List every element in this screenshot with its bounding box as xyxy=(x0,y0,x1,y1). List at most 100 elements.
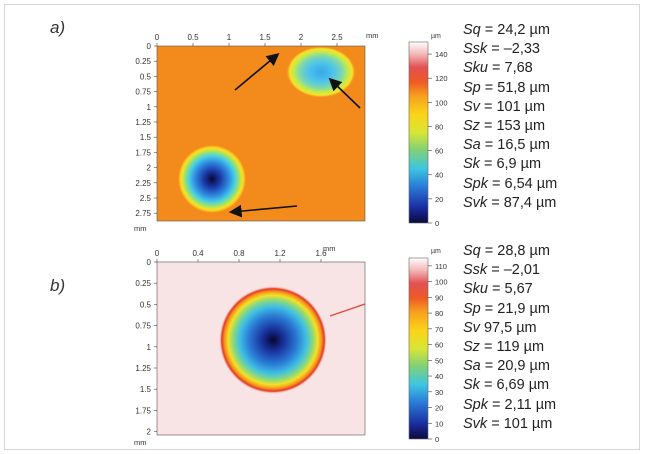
x-tick-label: 2 xyxy=(299,33,304,42)
colorbar-tick-label: 60 xyxy=(435,341,443,350)
stat-row: Sa = 16,5 µm xyxy=(463,136,557,155)
panel-b-pit xyxy=(219,286,327,394)
y-tick-label: 0 xyxy=(147,258,152,267)
figure-frame xyxy=(4,4,640,450)
stat-row: Spk = 6,54 µm xyxy=(463,175,557,194)
stat-name: Spk xyxy=(463,396,488,413)
stat-value: = 119 µm xyxy=(483,338,545,355)
colorbar-tick-label: 60 xyxy=(435,147,443,156)
stat-row: Sz = 153 µm xyxy=(463,117,557,136)
panel-a-y-unit: mm xyxy=(134,224,147,233)
stat-name: Sv xyxy=(463,98,480,115)
colorbar-tick-label: 20 xyxy=(435,195,443,204)
panel-a-stats: Sq = 24,2 µm Ssk = –2,33 Sku = 7,68 Sp =… xyxy=(463,21,557,213)
x-tick-label: 0.5 xyxy=(187,33,199,42)
y-tick-label: 0.5 xyxy=(140,300,152,309)
colorbar-tick-label: 70 xyxy=(435,325,443,334)
colorbar-tick-label: 80 xyxy=(435,122,443,131)
y-tick-label: 1 xyxy=(147,343,152,352)
colorbar-tick-label: 120 xyxy=(435,74,448,83)
stat-name: Sz xyxy=(463,338,480,355)
stat-name: Sq xyxy=(463,22,481,38)
x-tick-label: 1.2 xyxy=(274,249,286,258)
panel-b-label: b) xyxy=(50,276,66,295)
colorbar-tick-label: 0 xyxy=(435,219,439,228)
stat-value: = 153 µm xyxy=(483,117,546,134)
panel-b-colorbar xyxy=(408,257,429,440)
stat-value: = –2,33 xyxy=(491,41,540,58)
x-tick-label: 0 xyxy=(155,33,160,42)
x-tick-label: 1.5 xyxy=(259,33,271,42)
panel-a-label: a) xyxy=(50,18,66,37)
y-tick-label: 2.5 xyxy=(140,194,152,203)
stat-name: Ssk xyxy=(463,41,488,58)
stat-row: Sk = 6,9 µm xyxy=(463,155,557,174)
panel-b-y-unit: mm xyxy=(134,438,147,447)
y-tick-label: 2 xyxy=(147,428,152,437)
colorbar-tick-label: 140 xyxy=(435,50,448,59)
panel-a-colorbar xyxy=(408,41,429,224)
stat-value: = 16,5 µm xyxy=(484,137,550,154)
y-tick-label: 1.75 xyxy=(135,406,151,415)
x-tick-label: 2.5 xyxy=(331,33,343,42)
stat-value: 97,5 µm xyxy=(483,319,537,336)
stat-row: Sv 97,5 µm xyxy=(463,319,556,338)
colorbar-tick-label: 110 xyxy=(435,262,447,271)
stat-name: Ssk xyxy=(463,262,488,279)
stat-name: Sq xyxy=(463,243,481,259)
colorbar-tick-label: 40 xyxy=(435,372,443,381)
stat-value: = 101 µm xyxy=(491,415,553,432)
stat-value: = 87,4 µm xyxy=(491,194,557,211)
colorbar-tick-label: 30 xyxy=(435,388,443,397)
panel-b-y-ticks: 0 0.25 0.5 0.75 1 1.25 1.5 1.75 2 xyxy=(135,258,157,437)
y-tick-label: 2 xyxy=(147,164,152,173)
stat-row: Sv = 101 µm xyxy=(463,98,557,117)
colorbar-tick-label: 50 xyxy=(435,356,443,365)
stat-row: Sp = 21,9 µm xyxy=(463,300,556,319)
stat-value: = 51,8 µm xyxy=(484,79,550,96)
x-tick-label: 0.4 xyxy=(192,249,204,258)
stat-name: Sv xyxy=(463,319,480,336)
panel-a-pit-top-right xyxy=(286,46,356,98)
stat-row: Svk = 101 µm xyxy=(463,415,556,434)
panel-b-stats: Sq = 28,8 µm Ssk = –2,01 Sku = 5,67 Sp =… xyxy=(463,242,556,434)
stat-value: = 6,54 µm xyxy=(492,175,558,192)
stat-row: Ssk = –2,33 xyxy=(463,40,557,59)
x-tick-label: 1 xyxy=(227,33,232,42)
panel-a-x-unit: mm xyxy=(366,31,379,40)
colorbar-tick-label: 0 xyxy=(435,435,439,444)
stat-row: Sq = 28,8 µm xyxy=(463,242,556,261)
y-tick-label: 0.5 xyxy=(140,72,152,81)
panel-b-colorbar-unit: µm xyxy=(431,248,441,255)
stat-value: = 7,68 xyxy=(492,60,533,77)
colorbar-tick-label: 20 xyxy=(435,404,443,413)
y-tick-label: 1.5 xyxy=(140,133,152,142)
panel-a-y-ticks: 0 0.25 0.5 0.75 1 1.25 1.5 1.75 2 2.25 2.5 2.75 xyxy=(135,42,157,218)
colorbar-tick-label: 100 xyxy=(435,98,448,107)
stat-name: Sk xyxy=(463,377,480,394)
panel-a-arrow-top xyxy=(234,52,280,91)
colorbar-tick-label: 80 xyxy=(435,309,443,318)
stat-name: Sz xyxy=(463,117,480,134)
y-tick-label: 1 xyxy=(147,103,152,112)
panel-a-colorbar-ticks: 140 120 100 80 60 40 20 0 xyxy=(428,50,448,228)
colorbar-tick-label: 40 xyxy=(435,171,443,180)
stat-row: Spk = 2,11 µm xyxy=(463,396,556,415)
y-tick-label: 1.25 xyxy=(135,364,151,373)
stat-value: = 2,11 µm xyxy=(492,396,557,413)
stat-name: Spk xyxy=(463,175,488,192)
stat-row: Sku = 7,68 xyxy=(463,59,557,78)
stat-row: Sa = 20,9 µm xyxy=(463,357,556,376)
stat-row: Ssk = –2,01 xyxy=(463,261,556,280)
stat-value: = 5,67 xyxy=(492,281,533,298)
x-tick-label: 0 xyxy=(155,249,160,258)
stat-name: Sp xyxy=(463,79,481,96)
stat-row: Svk = 87,4 µm xyxy=(463,194,557,213)
y-tick-label: 0.25 xyxy=(135,57,151,66)
colorbar-tick-label: 100 xyxy=(435,278,448,287)
stat-value: = 24,2 µm xyxy=(484,22,550,38)
y-tick-label: 1.75 xyxy=(135,148,151,157)
panel-a-pit-large xyxy=(178,145,246,213)
